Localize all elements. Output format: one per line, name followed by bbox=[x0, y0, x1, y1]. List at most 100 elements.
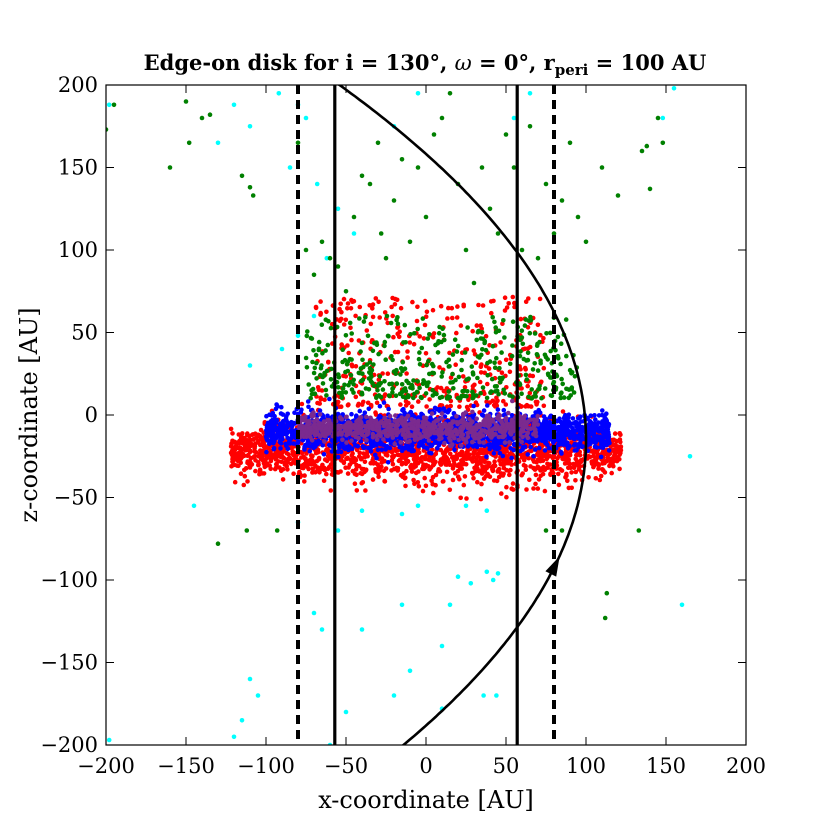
red-particle bbox=[368, 321, 374, 327]
green-particle bbox=[502, 391, 508, 396]
green-particle bbox=[366, 376, 372, 381]
blue-particle bbox=[441, 406, 447, 411]
red-particle bbox=[245, 433, 250, 438]
blue-particle bbox=[377, 403, 383, 409]
green-particle bbox=[346, 382, 351, 388]
purple-particle bbox=[363, 428, 368, 433]
red-particle bbox=[430, 334, 436, 340]
green-particle bbox=[549, 393, 555, 399]
red-particle bbox=[338, 458, 344, 463]
red-particle bbox=[237, 455, 243, 461]
red-particle bbox=[601, 458, 606, 464]
red-particle bbox=[343, 374, 349, 379]
blue-particle bbox=[487, 446, 493, 452]
green-particle bbox=[451, 386, 456, 391]
red-particle bbox=[530, 373, 536, 379]
green-particle bbox=[320, 381, 326, 386]
purple-particle bbox=[393, 413, 398, 418]
red-particle bbox=[315, 449, 321, 455]
red-particle bbox=[416, 484, 422, 489]
red-particle bbox=[489, 310, 494, 316]
red-particle bbox=[361, 399, 366, 405]
red-particle bbox=[501, 471, 506, 477]
red-particle bbox=[458, 323, 464, 328]
green-particle bbox=[535, 341, 540, 347]
green-particle bbox=[499, 350, 504, 355]
red-particle bbox=[395, 452, 401, 458]
green-particle bbox=[497, 365, 502, 371]
green-particle bbox=[523, 372, 529, 378]
red-particle bbox=[338, 404, 344, 410]
blue-particle bbox=[559, 442, 565, 447]
green-particle bbox=[386, 393, 392, 398]
blue-particle bbox=[602, 413, 607, 419]
purple-particle bbox=[344, 440, 349, 445]
blue-particle bbox=[320, 442, 326, 448]
blue-particle bbox=[386, 406, 391, 412]
green-particle bbox=[339, 390, 345, 395]
red-particle bbox=[234, 463, 240, 468]
blue-particle bbox=[591, 433, 597, 439]
red-particle bbox=[373, 296, 379, 301]
green-particle bbox=[382, 379, 387, 384]
green-particle bbox=[371, 362, 376, 367]
red-particle bbox=[280, 467, 286, 472]
red-particle bbox=[462, 385, 468, 390]
blue-particle bbox=[285, 446, 291, 452]
blue-particle bbox=[278, 446, 283, 451]
red-particle bbox=[464, 450, 469, 456]
green-particle bbox=[544, 331, 549, 336]
red-particle bbox=[335, 399, 341, 405]
red-particle bbox=[602, 470, 608, 475]
green-particle bbox=[340, 386, 346, 391]
red-particle bbox=[344, 456, 349, 461]
green-particle bbox=[340, 347, 346, 353]
green-particle bbox=[342, 382, 347, 388]
red-particle bbox=[391, 334, 396, 340]
red-particle bbox=[447, 487, 453, 493]
red-particle bbox=[507, 369, 513, 375]
red-particle bbox=[260, 458, 266, 463]
green-particle bbox=[367, 366, 373, 371]
green-particle bbox=[417, 385, 422, 391]
red-particle bbox=[241, 482, 247, 488]
blue-particle bbox=[528, 444, 534, 450]
red-particle bbox=[480, 464, 485, 469]
blue-particle bbox=[292, 410, 297, 416]
red-particle bbox=[476, 302, 481, 308]
red-particle bbox=[345, 306, 350, 311]
green-particle bbox=[492, 360, 497, 366]
red-particle bbox=[518, 366, 523, 372]
red-particle bbox=[574, 452, 579, 458]
green-particle bbox=[448, 380, 453, 385]
red-particle bbox=[431, 331, 437, 336]
blue-particle bbox=[417, 415, 423, 420]
green-particle bbox=[487, 359, 493, 364]
red-particle bbox=[499, 491, 504, 496]
green-particle bbox=[415, 326, 421, 332]
green-particle bbox=[417, 350, 422, 355]
blue-particle bbox=[329, 449, 335, 454]
red-particle bbox=[485, 381, 490, 387]
green-particle bbox=[492, 319, 497, 325]
blue-particle bbox=[571, 436, 576, 441]
red-particle bbox=[593, 476, 599, 481]
red-particle bbox=[346, 402, 351, 407]
red-particle bbox=[591, 453, 596, 459]
green-particle bbox=[304, 365, 310, 370]
blue-particle bbox=[547, 424, 552, 430]
green-particle bbox=[566, 395, 572, 401]
blue-particle bbox=[605, 441, 610, 447]
red-particle bbox=[454, 452, 460, 458]
red-particle bbox=[345, 471, 351, 476]
red-particle bbox=[284, 450, 290, 456]
green-particle bbox=[558, 391, 564, 397]
red-particle bbox=[412, 481, 417, 487]
red-particle bbox=[319, 466, 324, 472]
red-particle bbox=[531, 486, 536, 491]
red-particle bbox=[485, 471, 491, 477]
blue-particle bbox=[600, 408, 605, 413]
green-particle bbox=[537, 383, 542, 389]
chart-title: Edge-on disk for i = 130°, ω = 0°, rperi… bbox=[144, 50, 707, 79]
red-particle bbox=[480, 303, 486, 308]
